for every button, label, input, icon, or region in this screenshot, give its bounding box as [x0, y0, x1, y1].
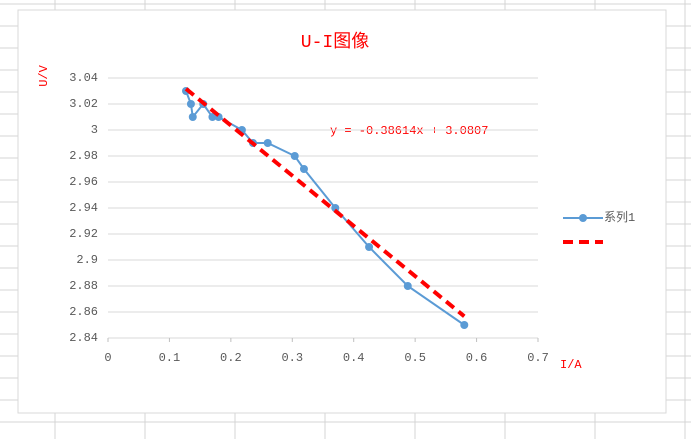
y-tick-label: 2.96 [69, 175, 98, 189]
x-tick-label: 0.3 [281, 351, 303, 365]
y-tick-label: 2.98 [69, 149, 98, 163]
legend-label: 系列1 [604, 210, 635, 225]
x-tick-label: 0 [104, 351, 111, 365]
y-tick-label: 3.02 [69, 97, 98, 111]
y-tick-label: 2.94 [69, 201, 98, 215]
chart-area [17, 9, 667, 414]
y-tick-label: 2.9 [76, 253, 98, 267]
y-tick-label: 2.88 [69, 279, 98, 293]
y-axis-label: U/V [37, 64, 51, 86]
x-tick-label: 0.6 [466, 351, 488, 365]
legend-marker [579, 214, 587, 222]
trendline-equation: y = -0.38614x + 3.0807 [330, 124, 488, 138]
y-tick-label: 2.84 [69, 331, 98, 345]
point [290, 152, 299, 160]
x-tick-label: 0.7 [527, 351, 549, 365]
x-axis-label: I/A [560, 358, 582, 372]
y-tick-label: 3 [91, 123, 98, 137]
point [299, 165, 308, 173]
x-tick-label: 0.1 [159, 351, 181, 365]
point [186, 100, 195, 108]
y-tick-label: 3.04 [69, 71, 98, 85]
y-tick-label: 2.92 [69, 227, 98, 241]
series-line [184, 87, 466, 318]
x-tick-label: 0.4 [343, 351, 365, 365]
point [460, 321, 469, 329]
y-tick-label: 2.86 [69, 305, 98, 319]
x-tick-label: 0.5 [404, 351, 426, 365]
chart-title: U-I图像 [301, 31, 369, 53]
point [403, 282, 412, 290]
x-tick-label: 0.2 [220, 351, 242, 365]
point [263, 139, 272, 147]
point [365, 243, 374, 251]
point [188, 113, 197, 121]
point [208, 113, 217, 121]
